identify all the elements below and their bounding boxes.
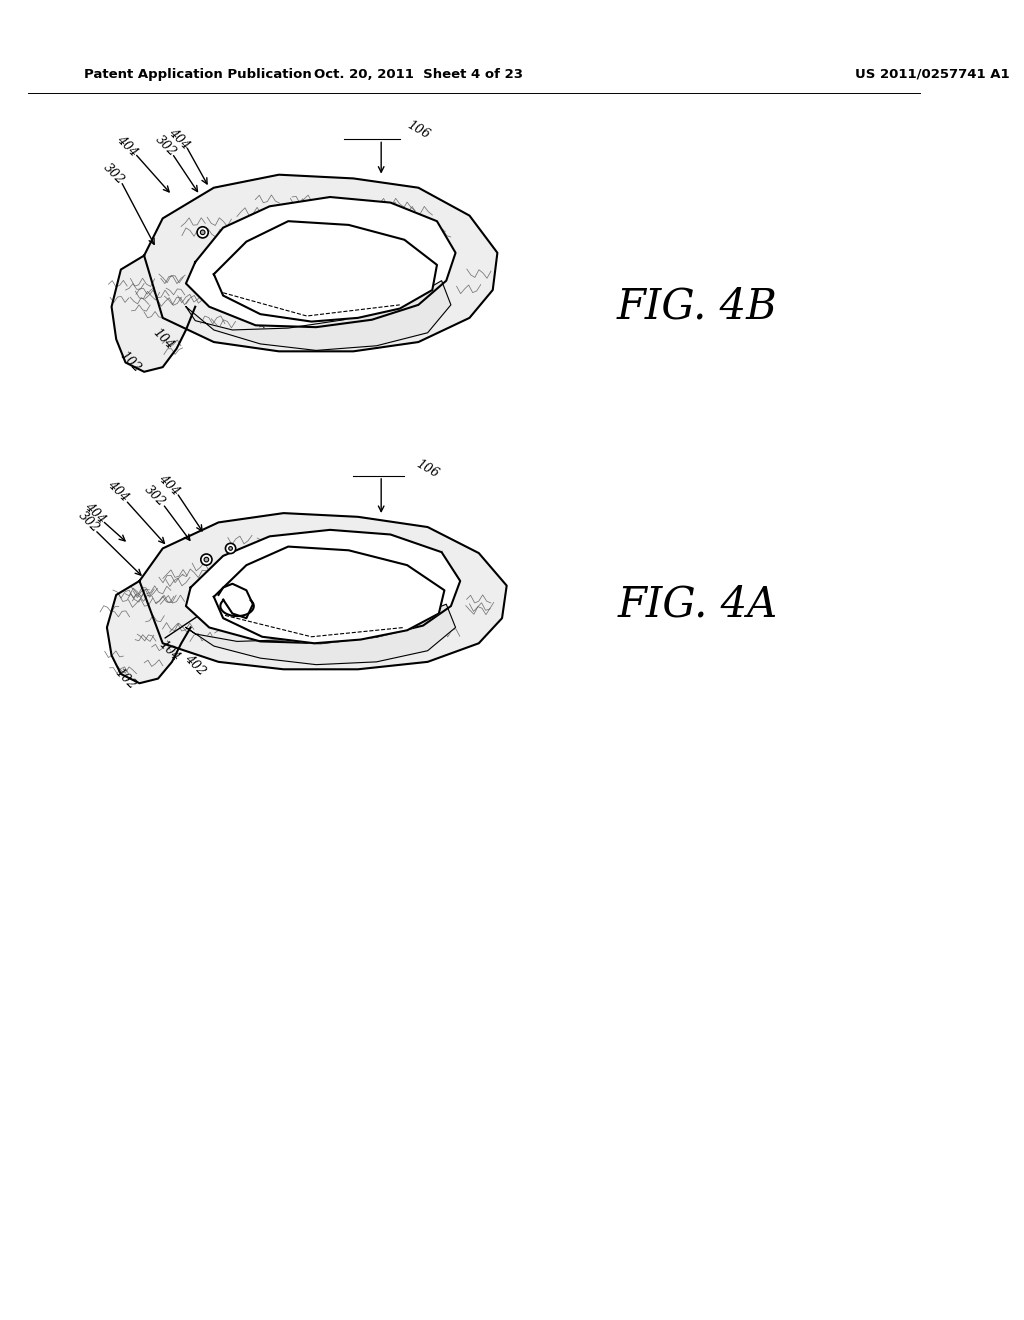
Circle shape bbox=[197, 227, 208, 238]
Polygon shape bbox=[186, 197, 456, 327]
Polygon shape bbox=[106, 581, 190, 684]
Polygon shape bbox=[186, 529, 460, 643]
Text: FIG. 4A: FIG. 4A bbox=[617, 583, 777, 626]
Text: 106: 106 bbox=[414, 458, 441, 480]
Text: FIG. 4B: FIG. 4B bbox=[616, 285, 777, 327]
Text: 104: 104 bbox=[150, 326, 176, 352]
Circle shape bbox=[201, 230, 205, 235]
Circle shape bbox=[201, 554, 212, 565]
Circle shape bbox=[204, 557, 209, 562]
Text: 404: 404 bbox=[156, 473, 182, 498]
Polygon shape bbox=[214, 222, 437, 322]
Text: 302: 302 bbox=[142, 483, 168, 510]
Text: 102: 102 bbox=[113, 665, 138, 692]
Text: 404: 404 bbox=[105, 478, 131, 504]
Text: 206: 206 bbox=[251, 323, 279, 346]
Text: 104: 104 bbox=[156, 638, 182, 664]
Text: 404: 404 bbox=[115, 133, 140, 158]
Text: Patent Application Publication: Patent Application Publication bbox=[84, 67, 311, 81]
Text: 204: 204 bbox=[284, 595, 311, 616]
Polygon shape bbox=[186, 281, 451, 350]
Text: 404: 404 bbox=[82, 500, 108, 527]
Text: 102: 102 bbox=[117, 350, 143, 376]
Text: 404: 404 bbox=[166, 127, 191, 152]
Polygon shape bbox=[214, 546, 444, 643]
Text: Oct. 20, 2011  Sheet 4 of 23: Oct. 20, 2011 Sheet 4 of 23 bbox=[314, 67, 523, 81]
Text: 302: 302 bbox=[153, 133, 178, 158]
Text: 206: 206 bbox=[256, 632, 284, 655]
Polygon shape bbox=[139, 513, 507, 669]
Text: 302: 302 bbox=[100, 161, 127, 187]
Polygon shape bbox=[144, 174, 498, 351]
Circle shape bbox=[228, 546, 232, 550]
Text: 106: 106 bbox=[404, 119, 432, 141]
Text: 302: 302 bbox=[75, 510, 101, 536]
Text: US 2011/0257741 A1: US 2011/0257741 A1 bbox=[855, 67, 1010, 81]
Text: 402: 402 bbox=[182, 652, 208, 677]
Polygon shape bbox=[112, 256, 196, 372]
Polygon shape bbox=[186, 605, 456, 665]
Circle shape bbox=[225, 544, 236, 553]
Text: 406: 406 bbox=[254, 594, 282, 614]
Text: 204: 204 bbox=[284, 276, 311, 297]
